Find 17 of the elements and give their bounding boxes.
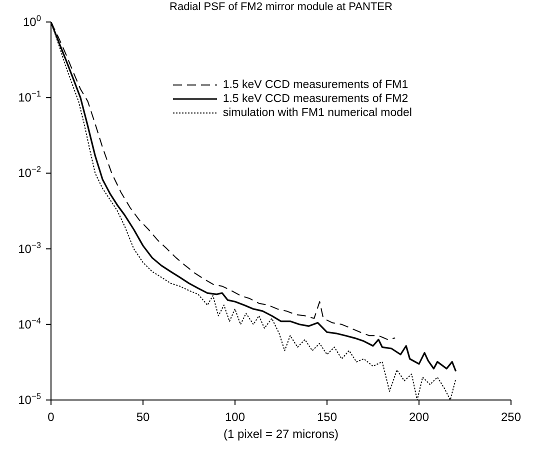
y-tick-label: 10$^{−4}$ xyxy=(18,315,42,332)
legend-label: 1.5 keV CCD measurements of FM2 xyxy=(222,92,408,106)
y-tick-label: 10$^{−3}$ xyxy=(18,240,42,256)
x-tick-label: 200 xyxy=(408,410,430,424)
legend-label: simulation with FM1 numerical model xyxy=(222,106,412,120)
legend-label: 1.5 keV CCD measurements of FM1 xyxy=(222,78,408,92)
x-tick-label: 50 xyxy=(136,410,150,424)
y-tick-label: 10$^{−1}$ xyxy=(18,88,42,105)
y-tick-label: 10$^{−5}$ xyxy=(18,391,42,407)
x-tick-label: 150 xyxy=(316,410,338,424)
x-tick-label: 250 xyxy=(500,410,522,424)
x-tick-label: 0 xyxy=(48,410,55,424)
x-axis-title: (1 pixel = 27 microns) xyxy=(223,427,339,441)
chart-title: Radial PSF of FM2 mirror module at PANTER xyxy=(168,1,394,13)
y-tick-label: 10$^{0}$ xyxy=(22,13,42,29)
y-tick-label: 10$^{−2}$ xyxy=(18,164,42,180)
x-tick-label: 100 xyxy=(224,410,246,424)
